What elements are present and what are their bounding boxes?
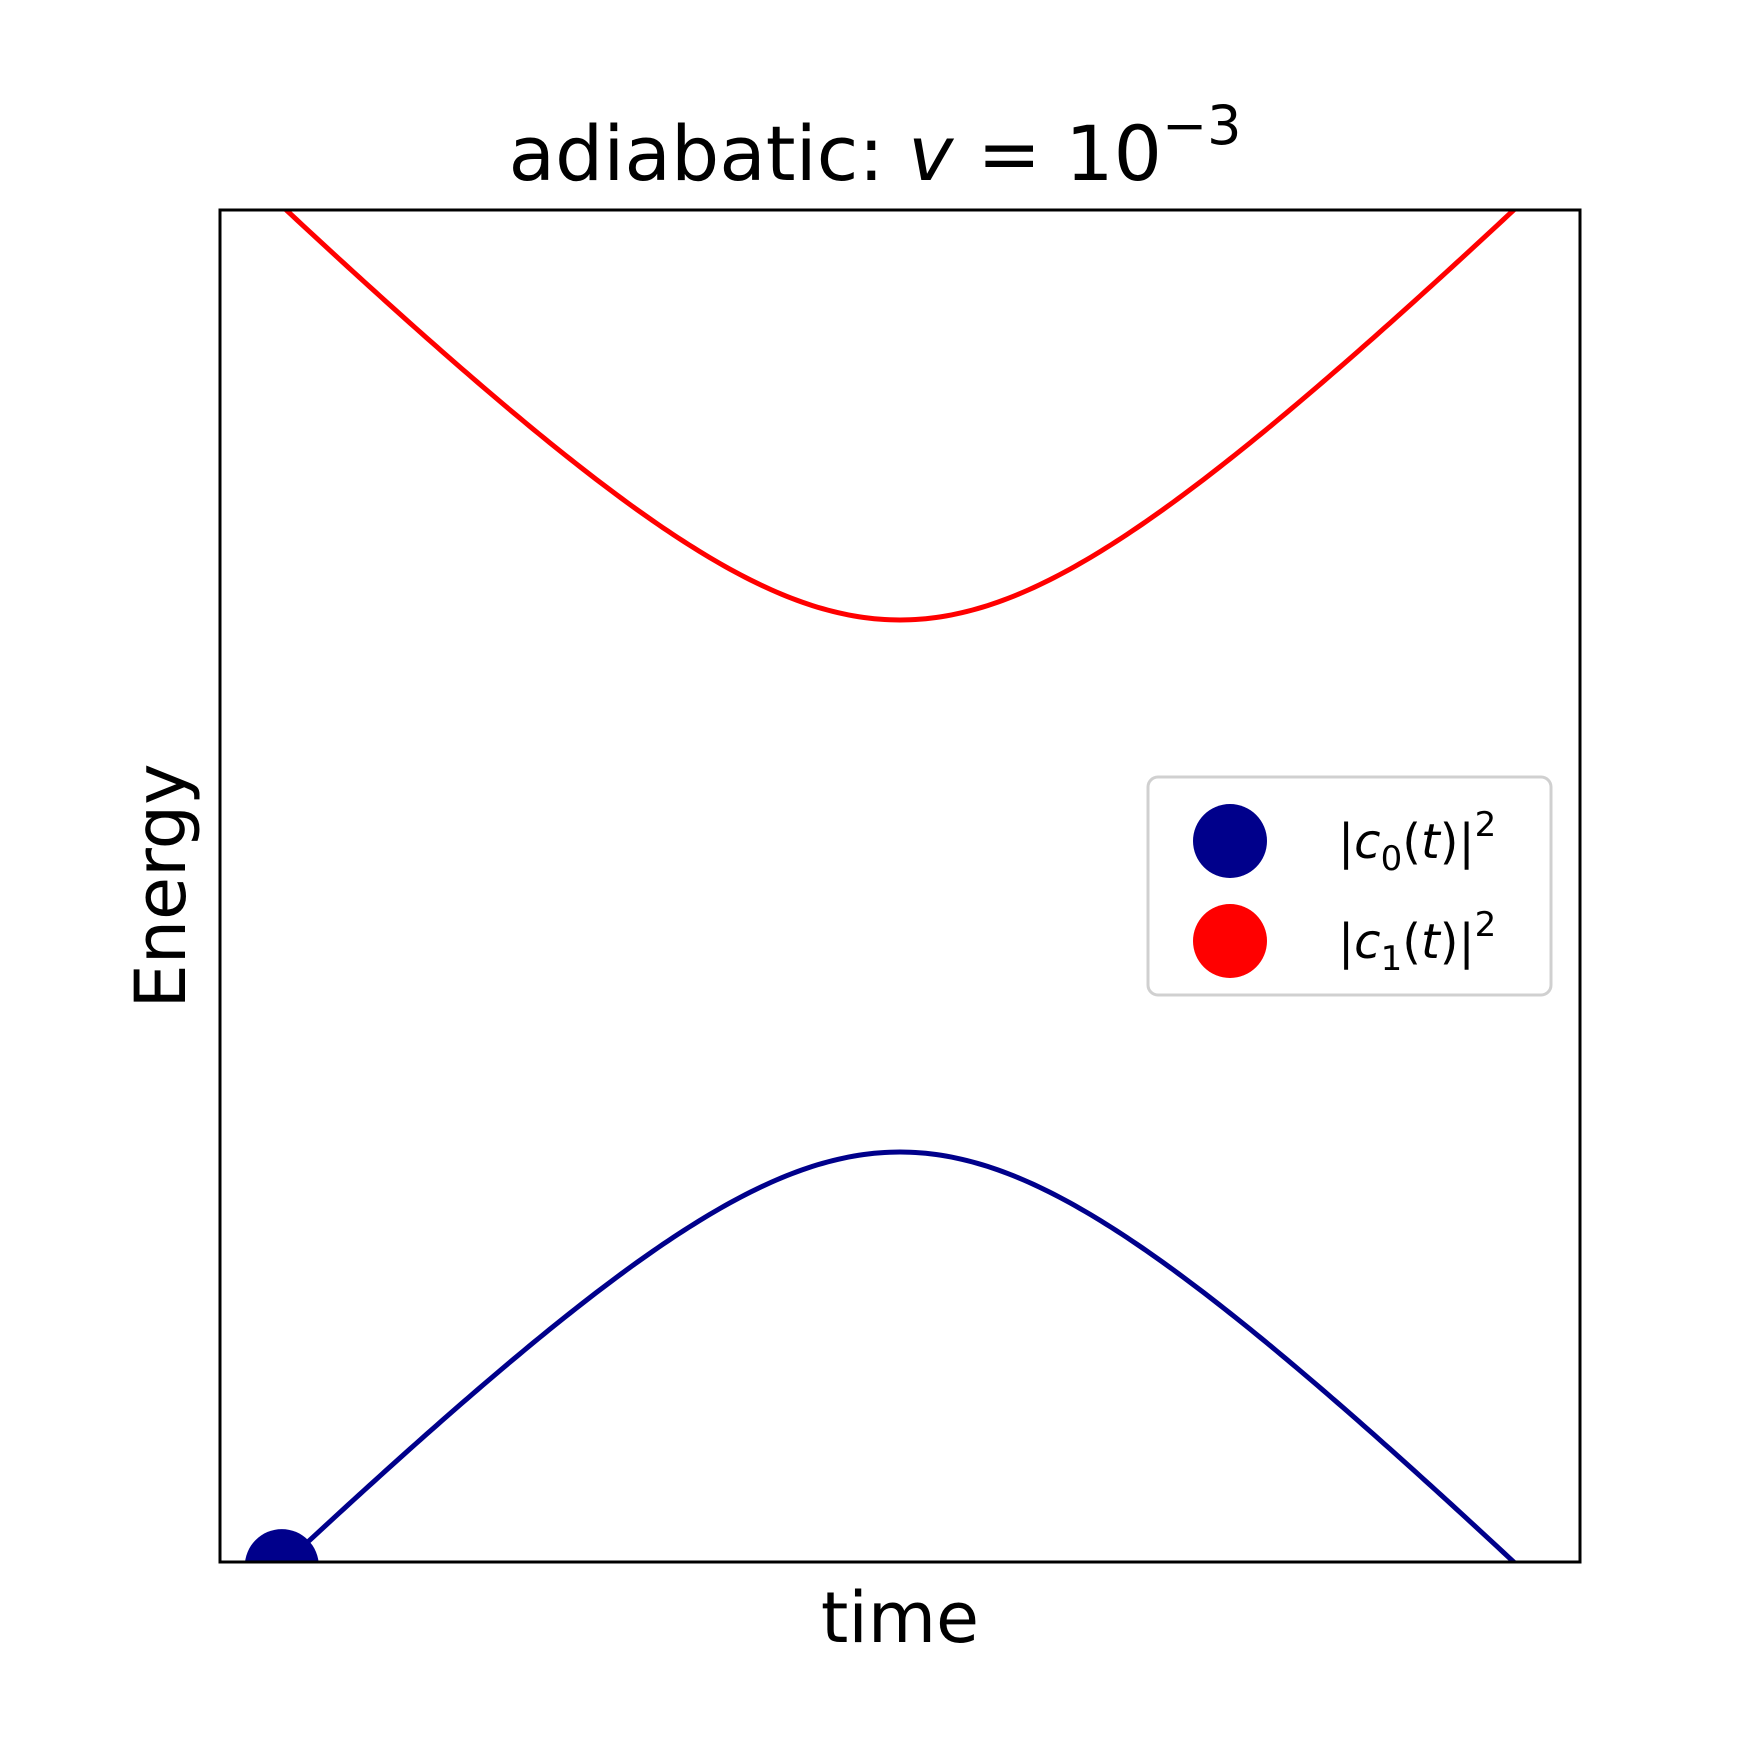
- chart-title-base: 10: [1065, 109, 1162, 198]
- plot-area: [218, 208, 1582, 1564]
- plot-frame: [218, 208, 1582, 1564]
- legend-symbol-c0: c: [1354, 814, 1380, 870]
- legend-symbol-c1: c: [1354, 914, 1380, 970]
- chart-title-exponent: −3: [1162, 94, 1242, 157]
- legend-entry-c1: |c1(t)|2: [1193, 904, 1496, 979]
- series-line-upper: [282, 210, 1518, 623]
- y-axis-label: Energy: [120, 763, 202, 1008]
- chart-title-equals: =: [953, 109, 1065, 198]
- legend-entry-c0: |c0(t)|2: [1193, 804, 1496, 879]
- x-axis-label: time: [821, 1577, 979, 1659]
- legend-subscript-c0: 0: [1381, 839, 1403, 879]
- chart-title-variable: v: [908, 109, 954, 198]
- legend-label-c0: |c0(t)|2: [1338, 805, 1496, 879]
- state-marker-0: [245, 1529, 319, 1562]
- series-layer: [282, 210, 1518, 1562]
- legend-marker-c0: [1193, 804, 1267, 878]
- legend-marker-c1: [1193, 904, 1267, 978]
- legend-label-c1: |c1(t)|2: [1338, 905, 1496, 979]
- chart-title: adiabatic: v = 10−3: [508, 94, 1241, 198]
- legend-subscript-c1: 1: [1381, 939, 1403, 979]
- series-line-lower: [282, 1149, 1518, 1562]
- marker-layer: [245, 1529, 319, 1562]
- legend: |c0(t)|2 |c1(t)|2: [1146, 775, 1553, 997]
- chart-title-prefix: adiabatic:: [508, 109, 908, 198]
